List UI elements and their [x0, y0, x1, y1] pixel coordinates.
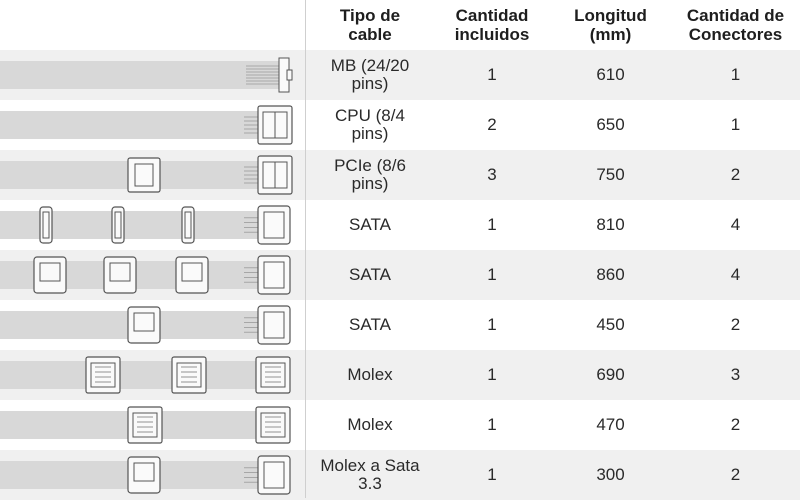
cell-tipo: SATA: [349, 315, 391, 334]
cell-longitud: 690: [596, 365, 625, 384]
cell-tipo: SATA: [349, 215, 391, 234]
cell-tipo: Molex: [347, 415, 393, 434]
molex-2-connector-cable-icon: [0, 400, 306, 450]
cell-cantidad: 1: [487, 315, 497, 334]
cell-longitud: 610: [596, 65, 625, 84]
table-row: Molex 1 470 2: [0, 400, 800, 450]
table-row: SATA 1 810 4: [0, 200, 800, 250]
cell-tipo: Molex a Sata 3.3: [320, 456, 420, 493]
header-longitud: Longitud (mm): [574, 6, 647, 44]
cell-conectores: 2: [730, 465, 741, 484]
cell-longitud: 750: [596, 165, 625, 184]
molex-3-connector-cable-icon: [0, 350, 306, 400]
cell-conectores: 1: [730, 65, 741, 84]
column-divider: [305, 0, 306, 498]
cell-longitud: 860: [596, 265, 625, 284]
cell-tipo: Molex: [347, 365, 393, 384]
mb-24-20-pin-cable-icon: [0, 50, 306, 100]
cell-cantidad: 3: [487, 165, 497, 184]
cell-longitud: 450: [596, 315, 625, 334]
table-row: Molex a Sata 3.3 1 300 2: [0, 450, 800, 500]
cell-tipo: CPU (8/4 pins): [335, 106, 405, 143]
header-cantidad-incluidos: Cantidad incluidos: [454, 6, 530, 44]
sata-4-connector-cable-icon: [0, 250, 306, 300]
cpu-8-4-pin-cable-icon: [0, 100, 306, 150]
cell-cantidad: 1: [487, 65, 497, 84]
cell-cantidad: 1: [487, 365, 497, 384]
table-row: CPU (8/4 pins) 2 650 1: [0, 100, 800, 150]
cell-conectores: 4: [730, 215, 741, 234]
cell-tipo: SATA: [349, 265, 391, 284]
cell-conectores: 3: [730, 365, 741, 384]
table-row: PCIe (8/6 pins) 3 750 2: [0, 150, 800, 200]
cell-longitud: 810: [596, 215, 625, 234]
cell-cantidad: 1: [487, 215, 497, 234]
table-row: Molex 1 690 3: [0, 350, 800, 400]
molex-to-sata-cable-icon: [0, 450, 306, 500]
table-row: MB (24/20 pins) 1 610 1: [0, 50, 800, 100]
sata-slim-4-connector-cable-icon: [0, 200, 306, 250]
cell-conectores: 2: [730, 165, 741, 184]
cell-tipo: PCIe (8/6 pins): [334, 156, 406, 193]
cell-conectores: 2: [730, 315, 741, 334]
sata-2-connector-cable-icon: [0, 300, 306, 350]
cell-conectores: 2: [730, 415, 741, 434]
header-tipo-de-cable: Tipo de cable: [339, 6, 401, 44]
cell-longitud: 650: [596, 115, 625, 134]
cell-conectores: 4: [730, 265, 741, 284]
cell-longitud: 300: [596, 465, 625, 484]
cell-conectores: 1: [730, 115, 741, 134]
cell-cantidad: 1: [487, 415, 497, 434]
cell-cantidad: 1: [487, 265, 497, 284]
cell-cantidad: 1: [487, 465, 497, 484]
cell-tipo: MB (24/20 pins): [330, 56, 410, 93]
cell-longitud: 470: [596, 415, 625, 434]
pcie-8-6-pin-cable-icon: [0, 150, 306, 200]
cell-cantidad: 2: [487, 115, 497, 134]
table-row: SATA 1 860 4: [0, 250, 800, 300]
header-cantidad-conectores: Cantidad de Conectores: [686, 6, 785, 44]
table-row: SATA 1 450 2: [0, 300, 800, 350]
